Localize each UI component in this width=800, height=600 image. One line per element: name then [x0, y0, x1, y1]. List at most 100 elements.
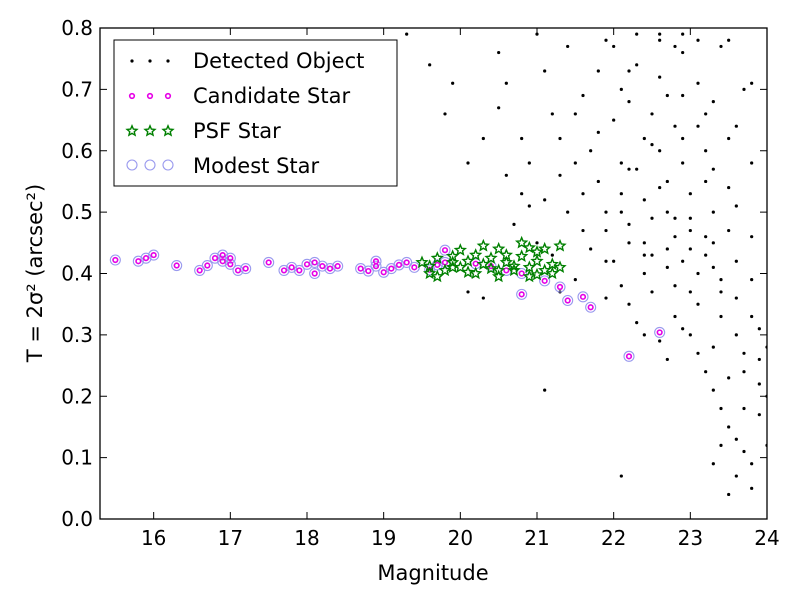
point-detected-object: [527, 161, 531, 165]
point-psf-star: [537, 241, 552, 255]
point-psf-star: [468, 266, 483, 280]
point-modest-star: [401, 256, 413, 269]
point-detected-object: [757, 357, 761, 362]
point-psf-star: [522, 240, 537, 254]
point-detected-object: [481, 136, 485, 141]
point-candidate-star: [234, 267, 242, 274]
point-detected-object: [642, 198, 646, 202]
point-detected-object: [750, 235, 754, 239]
point-detected-object: [719, 406, 723, 411]
point-candidate-star: [142, 255, 150, 262]
point-modest-star: [232, 264, 244, 276]
legend-markers: [125, 59, 175, 171]
point-detected-object: [619, 192, 623, 196]
point-modest-star: [278, 264, 290, 276]
x-tick-label: 24: [754, 526, 779, 550]
point-modest-star: [316, 260, 328, 272]
point-detected-object: [688, 247, 692, 251]
point-psf-star: [461, 254, 475, 267]
point-detected-object: [727, 136, 731, 141]
point-detected-object: [696, 124, 700, 128]
point-detected-object: [750, 81, 754, 85]
point-modest-star: [132, 255, 144, 267]
point-psf-star: [514, 235, 529, 249]
point-detected-object: [658, 32, 662, 36]
point-detected-object: [642, 333, 646, 337]
x-tick-label: 19: [371, 526, 396, 550]
point-detected-object: [688, 192, 692, 196]
point-detected-object: [673, 216, 677, 220]
point-candidate-star: [541, 277, 548, 284]
point-detected-object: [573, 161, 577, 165]
point-detected-object: [581, 228, 585, 233]
point-psf-star: [422, 266, 437, 280]
point-detected-object: [604, 296, 608, 300]
point-modest-star: [362, 265, 374, 277]
point-detected-object: [750, 462, 754, 466]
point-detected-object: [497, 50, 501, 55]
y-tick-label: 0.2: [61, 384, 93, 408]
point-psf-star: [476, 238, 491, 252]
point-psf-star: [430, 251, 445, 264]
point-psf-star: [499, 248, 514, 261]
point-detected-object: [543, 198, 547, 202]
point-detected-object: [635, 321, 639, 325]
point-candidate-star: [242, 265, 249, 272]
point-detected-object: [727, 38, 731, 42]
point-candidate-star: [380, 269, 387, 276]
point-detected-object: [719, 278, 723, 282]
point-candidate-star: [518, 270, 525, 277]
point-psf-star: [461, 265, 475, 278]
point-psf-star: [491, 241, 506, 255]
point-detected-object: [627, 302, 631, 306]
point-candidate-star: [365, 267, 372, 275]
point-detected-object: [573, 112, 577, 116]
point-detected-object: [596, 69, 600, 73]
point-detected-object: [696, 271, 700, 276]
point-detected-object: [719, 290, 723, 294]
point-candidate-star: [326, 265, 334, 272]
point-detected-object: [612, 44, 616, 49]
tick-layer: 16 17 18 19 20 21 22 23 24 0.0 0.1 0.2 0.3 0.4 0.5 0.6 0…: [61, 16, 780, 550]
point-detected-object: [742, 449, 746, 454]
point-detected-object: [619, 284, 623, 288]
point-psf-star: [537, 263, 552, 277]
point-modest-star: [654, 326, 666, 338]
point-modest-star: [393, 259, 405, 271]
point-detected-object: [688, 228, 692, 233]
point-detected-object: [627, 69, 631, 73]
series-detected-object: [405, 32, 767, 497]
point-modest-star: [370, 255, 382, 267]
point-detected-object: [550, 112, 554, 116]
point-modest-star: [424, 264, 436, 276]
point-detected-object: [650, 253, 654, 257]
point-detected-object: [573, 278, 577, 282]
point-detected-object: [711, 388, 715, 392]
legend-marker-candidate-star: [146, 92, 154, 100]
point-detected-object: [535, 241, 539, 245]
point-detected-object: [681, 136, 685, 141]
point-modest-star: [301, 258, 313, 270]
legend-marker-candidate-star: [128, 92, 136, 100]
point-modest-star: [370, 260, 382, 272]
point-candidate-star: [587, 304, 594, 311]
point-candidate-star: [311, 270, 318, 277]
point-detected-object: [520, 136, 524, 141]
legend-marker-modest-star: [144, 159, 156, 171]
point-detected-object: [581, 93, 585, 98]
point-candidate-star: [334, 263, 341, 270]
point-detected-object: [750, 278, 754, 282]
point-detected-object: [734, 474, 738, 478]
point-detected-object: [734, 259, 738, 263]
point-candidate-star: [219, 258, 226, 265]
point-detected-object: [734, 333, 738, 337]
point-candidate-star: [265, 259, 272, 266]
point-candidate-star: [403, 259, 410, 266]
point-detected-object: [612, 259, 616, 263]
legend-label-candidate-star: Candidate Star: [193, 84, 350, 108]
point-psf-star: [545, 266, 560, 280]
point-psf-star: [507, 263, 521, 277]
point-detected-object: [673, 284, 677, 288]
point-detected-object: [681, 327, 685, 331]
point-psf-star: [445, 249, 460, 262]
